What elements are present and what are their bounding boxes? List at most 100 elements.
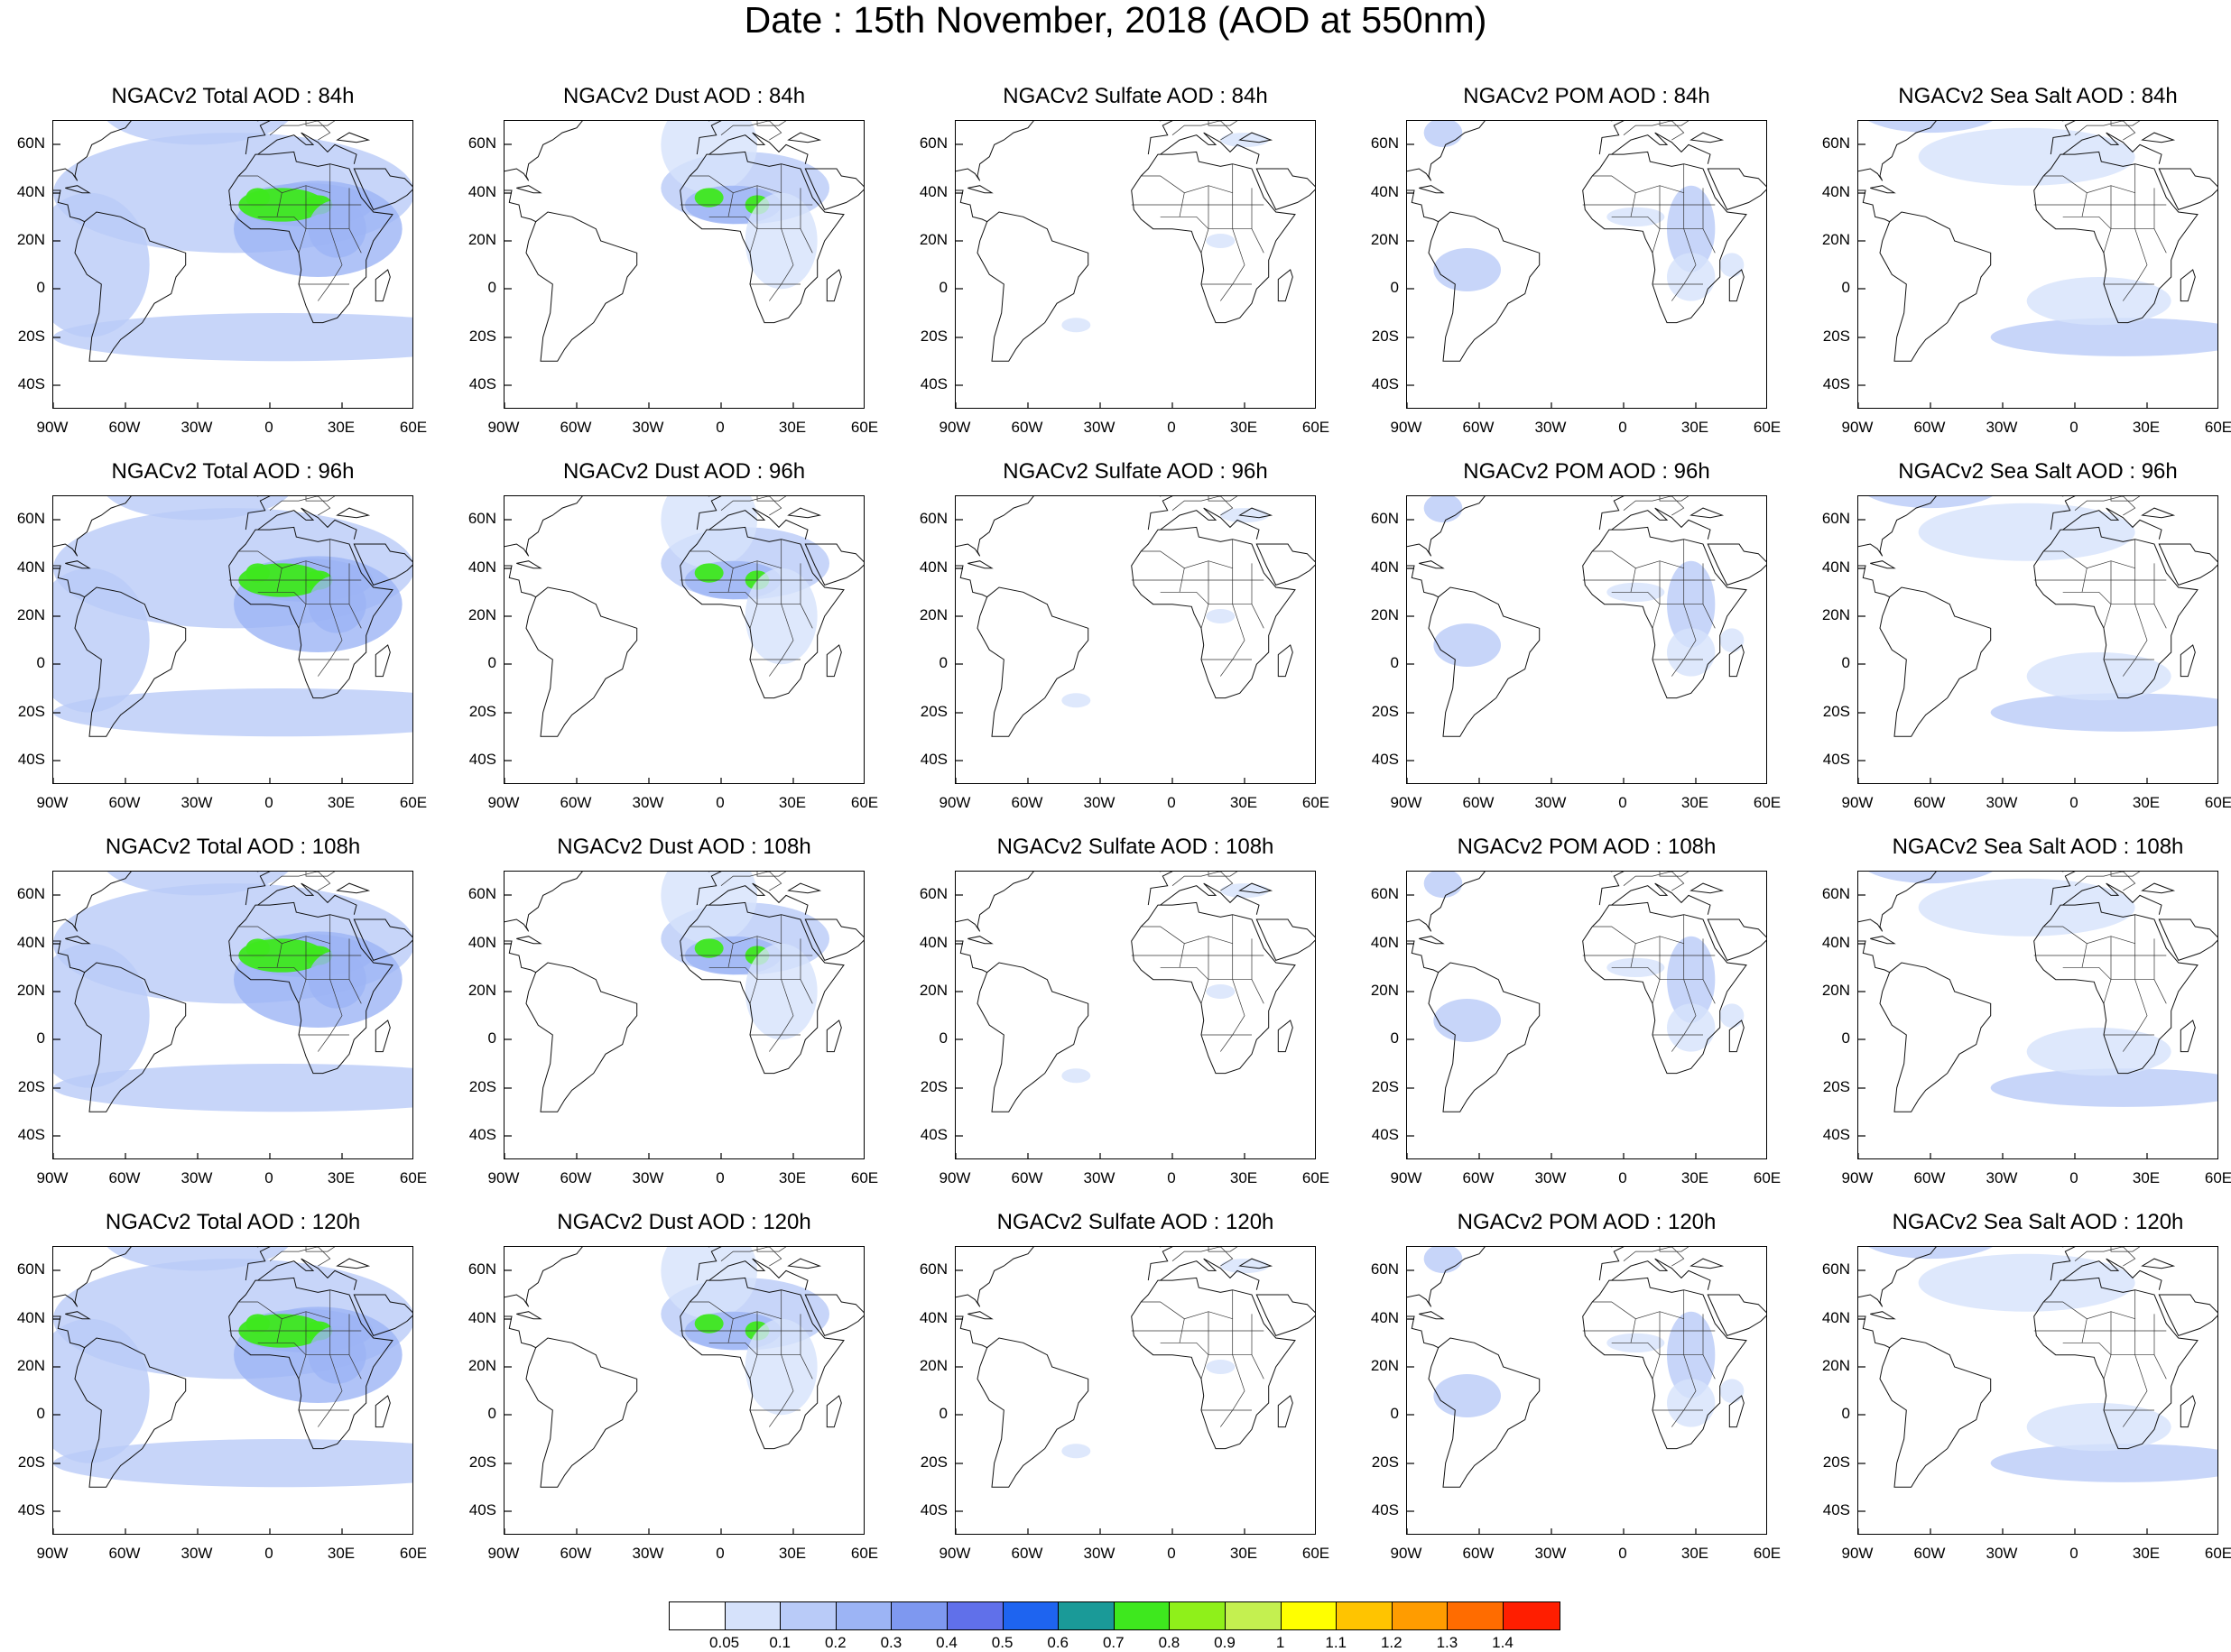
panel-title: NGACv2 Total AOD : 120h — [105, 1210, 361, 1234]
lat-label: 60N — [919, 134, 948, 152]
country-border — [800, 938, 813, 1004]
map-canvas — [53, 1247, 412, 1534]
colorbar-swatch — [781, 1602, 837, 1629]
aod-field-patch — [1220, 508, 1269, 523]
coastline-blackSea — [1689, 1258, 1725, 1269]
coastline-northAmerica — [53, 872, 132, 932]
country-border — [2043, 163, 2136, 194]
coastline-northAmerica — [1858, 1247, 1937, 1307]
aod-field-patch — [1423, 121, 1463, 148]
lat-label: 40N — [1370, 934, 1399, 951]
coastline-arabia — [2158, 543, 2217, 586]
coastline-centralAm — [505, 565, 536, 598]
coastline-arabia — [1255, 1294, 1315, 1337]
coastline-caribbean1 — [967, 560, 994, 569]
lat-label: 40N — [1370, 183, 1399, 200]
coastline-madagascar — [375, 644, 391, 678]
lon-label: 0 — [2069, 419, 2078, 436]
country-border — [2110, 121, 2141, 126]
aod-field-patch — [1868, 1247, 1993, 1260]
lat-label: 40N — [1821, 558, 1850, 576]
colorbar-label: 0.8 — [1158, 1634, 1180, 1651]
country-border — [298, 1311, 307, 1380]
colorbar-swatch — [1059, 1602, 1115, 1629]
coastline-centralAm — [1858, 940, 1890, 974]
coastline-arabia — [2158, 1294, 2217, 1337]
lon-label: 30E — [778, 1169, 807, 1186]
lat-label: 0 — [36, 279, 45, 296]
coastline-africa — [680, 901, 845, 1075]
lon-label: 0 — [264, 794, 273, 811]
map-canvas — [956, 121, 1315, 408]
country-border — [2123, 192, 2148, 301]
lon-label: 30E — [1229, 1545, 1258, 1562]
aod-shading — [53, 1247, 412, 1488]
coastline-africa — [1582, 901, 1747, 1075]
lat-label: 20N — [1370, 606, 1399, 623]
lat-label: 60N — [1821, 134, 1850, 152]
aod-shading — [53, 121, 412, 362]
lon-label: 30W — [632, 419, 664, 436]
country-border — [1141, 914, 1234, 945]
lon-label: 60E — [850, 1169, 879, 1186]
lon-label: 60E — [1753, 794, 1782, 811]
coastline-northAmerica — [505, 872, 583, 932]
country-border — [1652, 185, 1661, 254]
lon-label: 60E — [1753, 419, 1782, 436]
lat-label: 0 — [36, 1405, 45, 1422]
colorbar-label: 1.3 — [1436, 1634, 1458, 1651]
aod-field-patch — [694, 563, 724, 583]
country-border — [727, 943, 734, 968]
country-border — [800, 1314, 813, 1380]
colorbar-label: 0.7 — [1102, 1634, 1125, 1651]
lon-label: 60W — [560, 1169, 592, 1186]
lon-label: 30E — [2132, 1169, 2161, 1186]
coastline-southAmerica — [977, 211, 1089, 362]
lon-label: 30E — [1680, 1545, 1709, 1562]
lat-label: 60N — [919, 885, 948, 902]
map-panel-dust — [504, 495, 865, 784]
aod-field-patch — [1868, 872, 1993, 884]
coastline-med — [708, 132, 809, 164]
lat-label: 20N — [16, 231, 45, 248]
coastline-europe — [1598, 1247, 1625, 1281]
aod-field-patch — [2026, 1402, 2171, 1452]
lat-label: 40S — [920, 375, 948, 392]
lon-label: 0 — [1618, 794, 1627, 811]
map-canvas — [53, 121, 412, 408]
country-border — [1179, 943, 1185, 968]
lon-label: 60W — [1462, 794, 1495, 811]
map-panel-total — [52, 871, 413, 1159]
aod-field-patch — [1220, 133, 1269, 148]
map-canvas — [956, 496, 1315, 783]
colorbar-swatch — [1337, 1602, 1393, 1629]
aod-field-patch — [1433, 247, 1501, 291]
lat-label: 60N — [919, 510, 948, 527]
country-border — [2110, 496, 2141, 502]
lon-label: 90W — [36, 419, 69, 436]
lon-label: 90W — [1390, 1169, 1422, 1186]
map-panel-dust — [504, 871, 865, 1159]
lon-label: 60W — [1913, 794, 1946, 811]
coastline-centralAm — [956, 565, 987, 598]
colorbar-swatch — [725, 1602, 782, 1629]
aod-field-patch — [245, 938, 270, 958]
coastline-caribbean1 — [1419, 560, 1445, 569]
coastline-africa — [228, 901, 393, 1075]
aod-field-patch — [1423, 1247, 1463, 1274]
country-border — [2103, 936, 2112, 1004]
coastline-madagascar — [375, 1395, 391, 1428]
aod-field-patch — [694, 1314, 724, 1334]
coastline-arabia — [1255, 168, 1315, 211]
panel-title: NGACv2 POM AOD : 108h — [1457, 835, 1717, 859]
coastline-centralAm — [1858, 1315, 1890, 1349]
country-border — [1200, 1311, 1209, 1380]
country-border — [238, 539, 331, 569]
coastline-blackSea — [336, 507, 371, 519]
lat-label: 40S — [17, 1126, 45, 1143]
lat-label: 40S — [468, 1126, 496, 1143]
map-panel-pom — [1406, 871, 1767, 1159]
coastline-med — [257, 1258, 357, 1290]
country-border — [720, 121, 782, 141]
map-panel-sulfate — [955, 1246, 1316, 1535]
